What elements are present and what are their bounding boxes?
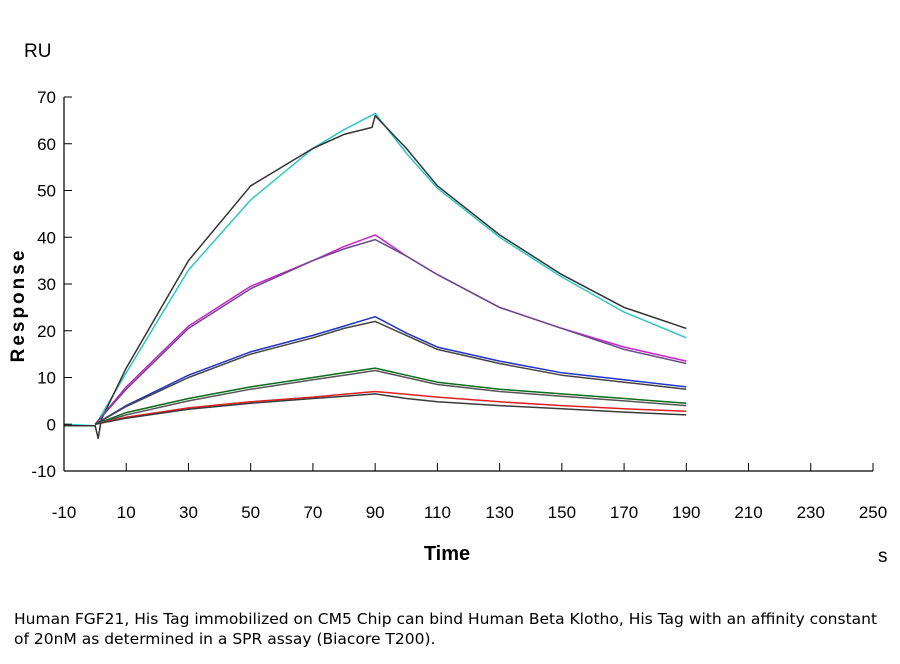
spr-sensorgram-chart: -10 10 30 50 70 90 110 130 150 170 190 210 230 250 -10… [8,41,888,567]
x-tick-label: 150 [548,503,576,522]
series-line-9 [94,390,687,426]
y-tick-label: 0 [47,415,56,434]
series-line-2 [64,114,687,440]
series-line-7 [94,367,687,426]
y-tick-label: 60 [37,135,56,154]
y-tick-label: -10 [31,462,56,481]
series-line-1 [63,112,687,427]
y-tick-label: 20 [37,322,56,341]
x-tick-label: 250 [859,503,887,522]
x-tick-label: 230 [797,503,825,522]
axes-layer [63,97,873,472]
x-tick-label: 50 [241,503,260,522]
series-layer [63,112,687,440]
series-line-5 [94,315,687,425]
x-tick-label: 70 [303,503,322,522]
x-tick-label: 10 [117,503,136,522]
x-unit-label: s [878,546,888,567]
x-tick-label: 190 [672,503,700,522]
x-tick-label: 90 [366,503,385,522]
x-axis-title: Time [424,543,470,565]
y-tick-label: 40 [37,228,56,247]
series-line-8 [94,369,687,426]
y-axis-title: Response [8,248,29,363]
y-tick-label: 50 [37,182,56,201]
figure-caption: Human FGF21, His Tag immobilized on CM5 … [14,610,878,648]
y-tick-label: 10 [37,369,56,388]
x-tick-label: 210 [734,503,762,522]
y-unit-label: RU [24,41,51,62]
x-tick-label: 110 [424,503,451,522]
series-line-10 [94,393,687,426]
y-tick-label: 30 [37,275,56,294]
ticks-layer: -10 10 30 50 70 90 110 130 150 170 190 210 230 250 -10… [31,88,887,522]
y-tick-label: 70 [37,88,56,107]
series-line-6 [94,320,687,425]
series-line-4 [94,238,687,425]
x-tick-label: -10 [52,503,77,522]
x-tick-label: 130 [485,503,513,522]
x-tick-label: 30 [179,503,198,522]
x-tick-label: 170 [610,503,638,522]
